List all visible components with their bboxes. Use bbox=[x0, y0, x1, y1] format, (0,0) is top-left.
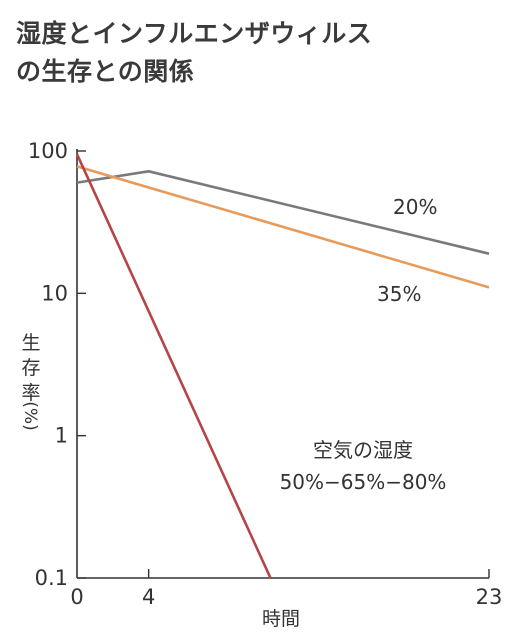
y-tick-label: 10 bbox=[41, 281, 68, 305]
humidity-annotation-values: 50%−65%−80% bbox=[280, 470, 447, 494]
y-tick-label: 0.1 bbox=[35, 566, 68, 590]
y-axis-label-char-3: 率 bbox=[21, 382, 40, 404]
x-tick-label: 4 bbox=[142, 585, 155, 609]
chart-title-line-1: 湿度とインフルエンザウィルス bbox=[16, 19, 373, 48]
series-line-1 bbox=[76, 170, 490, 255]
y-axis-label-char-2: 存 bbox=[21, 357, 40, 379]
series-line-3 bbox=[75, 153, 272, 579]
axes bbox=[76, 149, 489, 579]
chart-title-line-2: の生存との関係 bbox=[16, 57, 195, 86]
x-tick-label: 23 bbox=[476, 585, 503, 609]
y-tick-label: 100 bbox=[28, 139, 68, 163]
series-layer bbox=[75, 153, 490, 579]
series-line-2 bbox=[76, 165, 490, 289]
y-ticks: 100 10 1 0.1 bbox=[28, 139, 86, 590]
series-label-20: 20% bbox=[393, 195, 437, 219]
x-ticks: 0 4 23 bbox=[70, 569, 502, 609]
y-tick-label: 1 bbox=[55, 424, 68, 448]
x-tick-label: 0 bbox=[70, 585, 83, 609]
humidity-annotation-title: 空気の湿度 bbox=[313, 438, 413, 462]
x-axis-label: 時間 bbox=[262, 608, 300, 630]
series-label-35: 35% bbox=[377, 282, 421, 306]
y-axis-label-char-1: 生 bbox=[21, 332, 40, 354]
y-axis-label-unit: (%) bbox=[20, 401, 40, 430]
